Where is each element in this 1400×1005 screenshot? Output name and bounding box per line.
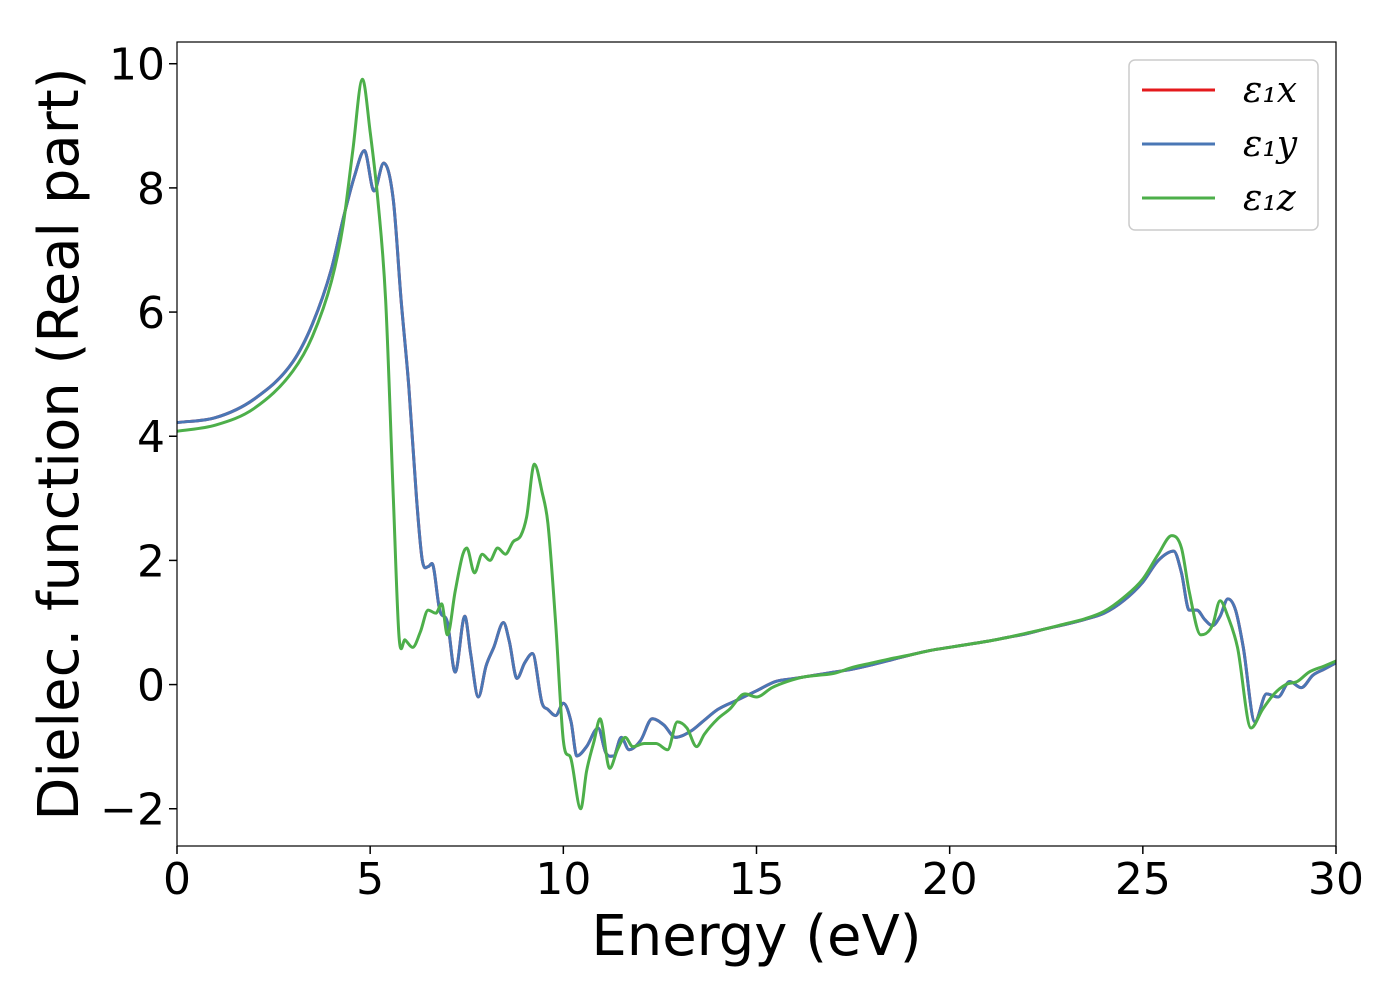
series-line-2 [177,149,1336,758]
x-tick-label: 30 [1308,854,1364,905]
y-tick-label: 6 [137,288,165,339]
series-line-3 [177,77,1336,811]
legend-label-3: ε₁z [1243,178,1297,219]
series-line-1 [177,149,1336,758]
x-tick-label: 0 [163,854,191,905]
y-axis-label: Dielec. function (Real part) [27,67,92,820]
x-tick-label: 5 [356,854,384,905]
x-tick-label: 25 [1115,854,1171,905]
x-tick-label: 10 [535,854,591,905]
plot-lines [177,77,1336,811]
y-tick-label: 2 [137,536,165,587]
x-tick-label: 15 [729,854,785,905]
y-tick-label: −2 [100,785,165,836]
legend-label-1: ε₁x [1243,70,1297,111]
legend-label-2: ε₁y [1243,124,1298,165]
x-tick-label: 20 [922,854,978,905]
y-tick-label: 8 [137,164,165,215]
legend-box [1128,59,1319,231]
legend: ε₁x ε₁y ε₁z [1128,59,1319,231]
y-tick-label: 0 [137,661,165,712]
x-axis-label: Energy (eV) [591,904,921,969]
y-tick-label: 4 [137,412,165,463]
axis-ticks: 0 5 10 15 20 25 30 −2 0 2 4 6 8 10 [100,40,1364,905]
y-tick-label: 10 [109,40,165,91]
